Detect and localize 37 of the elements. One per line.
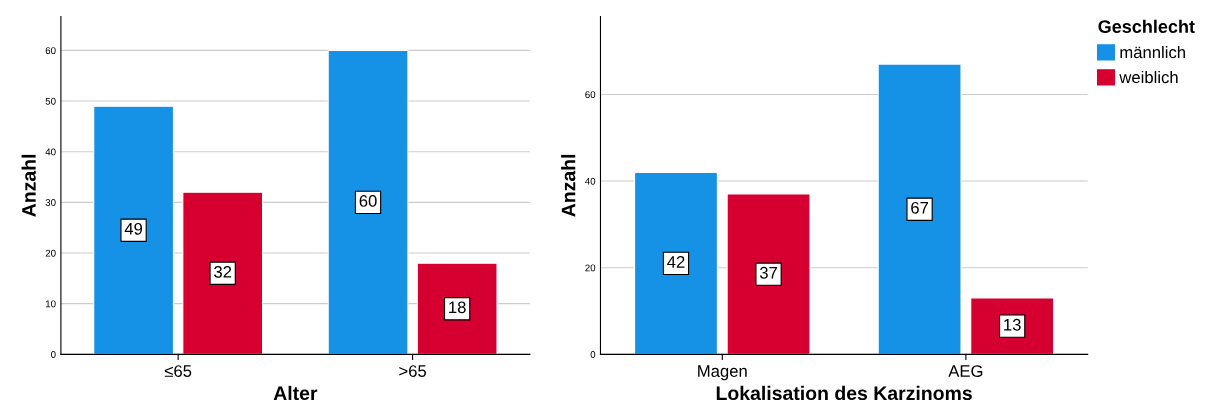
data-label: 13 — [1004, 318, 1021, 331]
y-axis-title: Anzahl — [21, 154, 36, 217]
y-axis-title: Anzahl — [561, 154, 576, 217]
data-label: 42 — [667, 256, 685, 268]
legend-label: weiblich — [1119, 70, 1178, 84]
x-tick-label: ≤65 — [164, 365, 192, 377]
y-tick-label: 0 — [590, 351, 596, 358]
legend-title: Geschlecht — [1098, 19, 1195, 33]
y-tick-label: 40 — [45, 148, 56, 156]
x-tick-label: AEG — [948, 365, 983, 377]
data-label: 49 — [124, 222, 143, 235]
bar — [634, 171, 718, 355]
y-tick-label: 60 — [45, 47, 56, 55]
bar — [327, 49, 409, 355]
bar — [93, 105, 174, 355]
x-axis-title: Alter — [273, 385, 318, 401]
y-tick-label: 20 — [45, 249, 56, 257]
data-label: 37 — [759, 266, 777, 279]
bar — [182, 191, 264, 355]
y-tick-label: 20 — [585, 264, 596, 272]
data-label: 67 — [911, 201, 929, 214]
x-axis-title: Lokalisation des Karzinoms — [716, 385, 972, 401]
y-tick-label: 10 — [45, 300, 56, 308]
y-tick-label: 0 — [51, 351, 56, 358]
bar — [416, 262, 498, 355]
legend-label: männlich — [1120, 45, 1185, 59]
x-tick-label: >65 — [399, 365, 427, 377]
y-tick-label: 40 — [585, 177, 596, 185]
y-tick-label: 30 — [45, 199, 56, 206]
bar — [877, 63, 962, 355]
bar — [726, 193, 811, 355]
data-label: 32 — [214, 265, 232, 278]
data-label: 60 — [359, 195, 377, 207]
x-tick-label: Magen — [698, 365, 747, 381]
y-tick-label: 50 — [45, 97, 56, 105]
y-tick-label: 60 — [585, 91, 596, 99]
data-label: 18 — [449, 301, 466, 314]
